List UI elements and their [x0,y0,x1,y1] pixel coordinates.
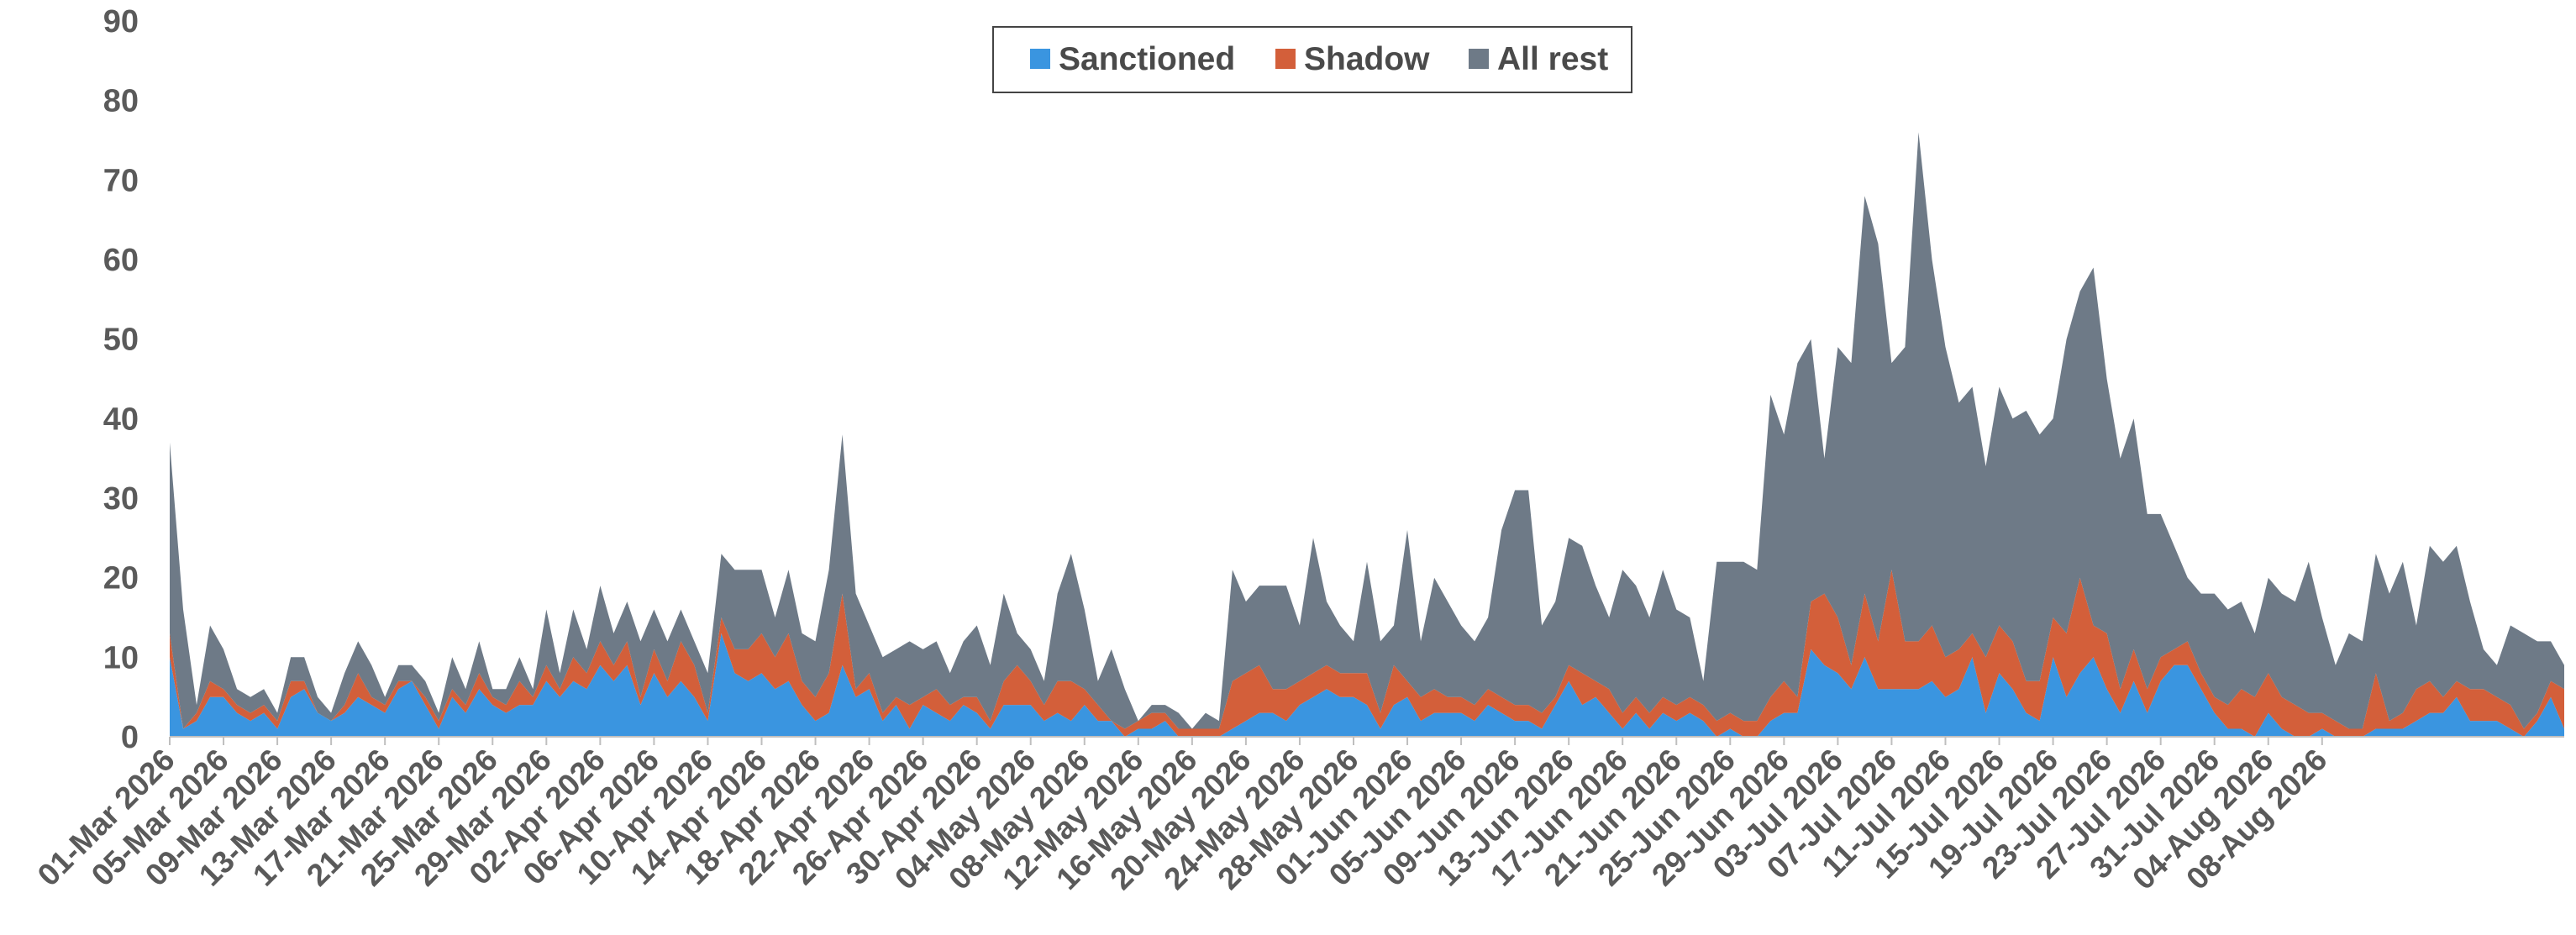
legend-swatch-sanctioned [1030,49,1050,69]
y-tick-label: 60 [103,243,139,278]
y-tick-label: 10 [103,640,139,675]
legend-label-sanctioned: Sanctioned [1059,41,1235,77]
y-tick-label: 50 [103,323,139,358]
area-series-shadow [170,570,2564,737]
y-tick-label: 0 [121,720,139,755]
area-series-all-rest [170,132,2564,729]
legend-box [992,26,1632,93]
legend-label-shadow: Shadow [1304,41,1430,77]
y-axis: 0 10 20 30 40 50 60 70 80 90 [103,4,139,755]
legend-label-all-rest: All rest [1497,41,1608,77]
plot-area [170,132,2564,737]
y-tick-label: 70 [103,163,139,198]
y-tick-label: 90 [103,4,139,39]
y-tick-label: 20 [103,561,139,596]
y-tick-label: 30 [103,481,139,517]
legend-swatch-all-rest [1469,49,1489,69]
legend-swatch-shadow [1275,49,1296,69]
y-tick-label: 80 [103,84,139,119]
y-tick-label: 40 [103,402,139,437]
legend: Sanctioned Shadow All rest [992,26,1632,93]
area-series-sanctioned [170,633,2564,737]
